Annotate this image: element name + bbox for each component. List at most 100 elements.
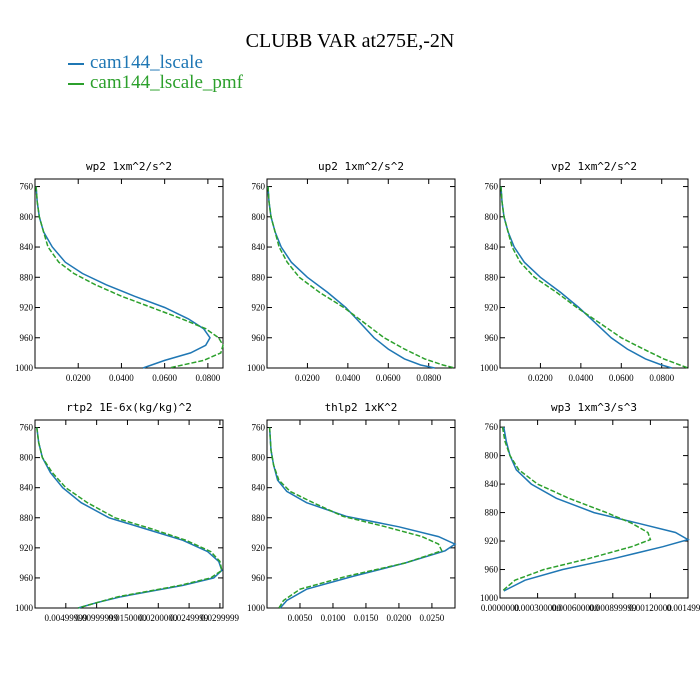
legend-label-1: cam144_lscale xyxy=(90,52,203,73)
x-tick-label: 0.0000000 xyxy=(481,603,520,613)
plot-frame xyxy=(266,178,456,369)
x-tick-label: 0.0400 xyxy=(109,373,134,383)
x-tick-label: 0.0200 xyxy=(295,373,320,383)
y-tick-label: 800 xyxy=(252,212,266,222)
y-tick-label: 760 xyxy=(252,423,266,433)
plot-frame xyxy=(34,178,224,369)
plot-frame xyxy=(499,419,689,599)
y-tick-label: 960 xyxy=(252,333,266,343)
x-tick-label: 0.000899999 xyxy=(589,603,637,613)
series-line-1 xyxy=(267,186,435,369)
series-line-1 xyxy=(503,426,690,592)
plot-frame xyxy=(34,419,224,609)
y-tick-label: 840 xyxy=(20,242,34,252)
series-line-2 xyxy=(500,186,689,369)
panel-title: thlp2 1xK^2 xyxy=(325,401,398,414)
y-tick-label: 920 xyxy=(485,536,499,546)
y-tick-label: 880 xyxy=(485,272,499,282)
y-tick-label: 880 xyxy=(20,272,34,282)
x-tick-label: 0.0800 xyxy=(416,373,441,383)
x-tick-label: 0.0200000 xyxy=(139,613,178,623)
plot-frame xyxy=(266,419,456,609)
panel-title: vp2 1xm^2/s^2 xyxy=(551,160,637,173)
legend-swatch-2 xyxy=(68,82,84,85)
y-tick-label: 800 xyxy=(20,212,34,222)
y-tick-label: 1000 xyxy=(247,363,266,373)
y-tick-label: 840 xyxy=(485,479,499,489)
x-tick-label: 0.0150 xyxy=(354,613,379,623)
legend-item-1: cam144_lscale xyxy=(68,52,203,74)
x-tick-label: 0.0800 xyxy=(649,373,674,383)
x-tick-label: 0.000600000 xyxy=(552,603,600,613)
y-tick-label: 800 xyxy=(252,453,266,463)
y-tick-label: 920 xyxy=(252,303,266,313)
y-tick-label: 920 xyxy=(20,303,34,313)
x-tick-label: 0.00499999 xyxy=(44,613,87,623)
y-tick-label: 1000 xyxy=(15,363,34,373)
x-tick-label: 0.0400 xyxy=(568,373,593,383)
y-tick-label: 840 xyxy=(20,483,34,493)
y-tick-label: 840 xyxy=(252,242,266,252)
chart-title: CLUBB VAR at275E,-2N xyxy=(245,30,455,52)
y-tick-label: 760 xyxy=(20,182,34,192)
y-tick-label: 1000 xyxy=(480,363,499,373)
legend-item-2: cam144_lscale_pmf xyxy=(68,72,243,94)
x-tick-label: 0.0050 xyxy=(288,613,313,623)
panel-6: wp3 1xm^3/s^376080084088092096010000.000… xyxy=(480,401,700,613)
x-tick-label: 0.00149999 xyxy=(667,603,700,613)
panel-3: vp2 1xm^2/s^2 760 800 840 880 920 960 1000 0.020… xyxy=(480,160,689,383)
y-tick-label: 1000 xyxy=(480,593,499,603)
series-line-2 xyxy=(36,427,223,609)
panel-5: thlp2 1xK^2 760 800 840 880 920 960 1000 0.0050 0… xyxy=(247,401,457,623)
x-tick-label: 0.0400 xyxy=(335,373,360,383)
y-tick-label: 960 xyxy=(20,333,34,343)
y-tick-label: 880 xyxy=(485,508,499,518)
panel-title: wp2 1xm^2/s^2 xyxy=(86,160,172,173)
x-tick-label: 0.0800 xyxy=(195,373,220,383)
series-line-1 xyxy=(500,186,673,369)
y-tick-label: 1000 xyxy=(15,603,34,613)
plot-frame xyxy=(499,178,689,369)
x-tick-label: 0.0600 xyxy=(376,373,401,383)
y-tick-label: 960 xyxy=(485,333,499,343)
y-tick-label: 800 xyxy=(485,451,499,461)
y-tick-label: 920 xyxy=(20,543,34,553)
x-tick-label: 0.000300000 xyxy=(514,603,562,613)
x-tick-label: 0.0100 xyxy=(321,613,346,623)
y-tick-label: 960 xyxy=(485,565,499,575)
series-line-2 xyxy=(267,186,456,369)
series-line-1 xyxy=(36,427,223,609)
x-tick-label: 0.0200 xyxy=(66,373,91,383)
series-line-2 xyxy=(35,186,224,369)
legend-label-2: cam144_lscale_pmf xyxy=(90,72,244,93)
y-tick-label: 760 xyxy=(485,422,499,432)
y-tick-label: 840 xyxy=(252,483,266,493)
x-tick-label: 0.0250 xyxy=(420,613,445,623)
x-tick-label: 0.0200 xyxy=(528,373,553,383)
x-tick-label: 0.0249999 xyxy=(170,613,209,623)
panel-title: wp3 1xm^3/s^3 xyxy=(551,401,637,414)
y-tick-label: 840 xyxy=(485,242,499,252)
y-tick-label: 920 xyxy=(252,543,266,553)
series-line-1 xyxy=(268,427,457,609)
y-tick-label: 960 xyxy=(252,573,266,583)
y-tick-label: 880 xyxy=(252,513,266,523)
panel-4: rtp2 1E-6x(kg/kg)^2 760 800 840 880 920 960 100… xyxy=(15,401,240,623)
x-tick-label: 0.0600 xyxy=(609,373,634,383)
x-tick-label: 0.0299999 xyxy=(201,613,240,623)
series-line-2 xyxy=(268,427,443,609)
x-tick-label: 0.0200 xyxy=(387,613,412,623)
y-tick-label: 960 xyxy=(20,573,34,583)
y-tick-label: 800 xyxy=(485,212,499,222)
legend-swatch-1 xyxy=(68,62,84,65)
y-tick-label: 760 xyxy=(252,182,266,192)
series-line-2 xyxy=(501,426,652,592)
x-tick-label: 0.00999999 xyxy=(75,613,118,623)
panel-title: up2 1xm^2/s^2 xyxy=(318,160,404,173)
panel-1: wp2 1xm^2/s^2 760 800 840 880 920 960 1000 0.020… xyxy=(15,160,224,383)
y-tick-label: 1000 xyxy=(247,603,266,613)
x-tick-label: 0.0600 xyxy=(152,373,177,383)
x-tick-label: 0.00120000 xyxy=(629,603,672,613)
series-line-1 xyxy=(35,186,211,369)
y-tick-label: 800 xyxy=(20,453,34,463)
